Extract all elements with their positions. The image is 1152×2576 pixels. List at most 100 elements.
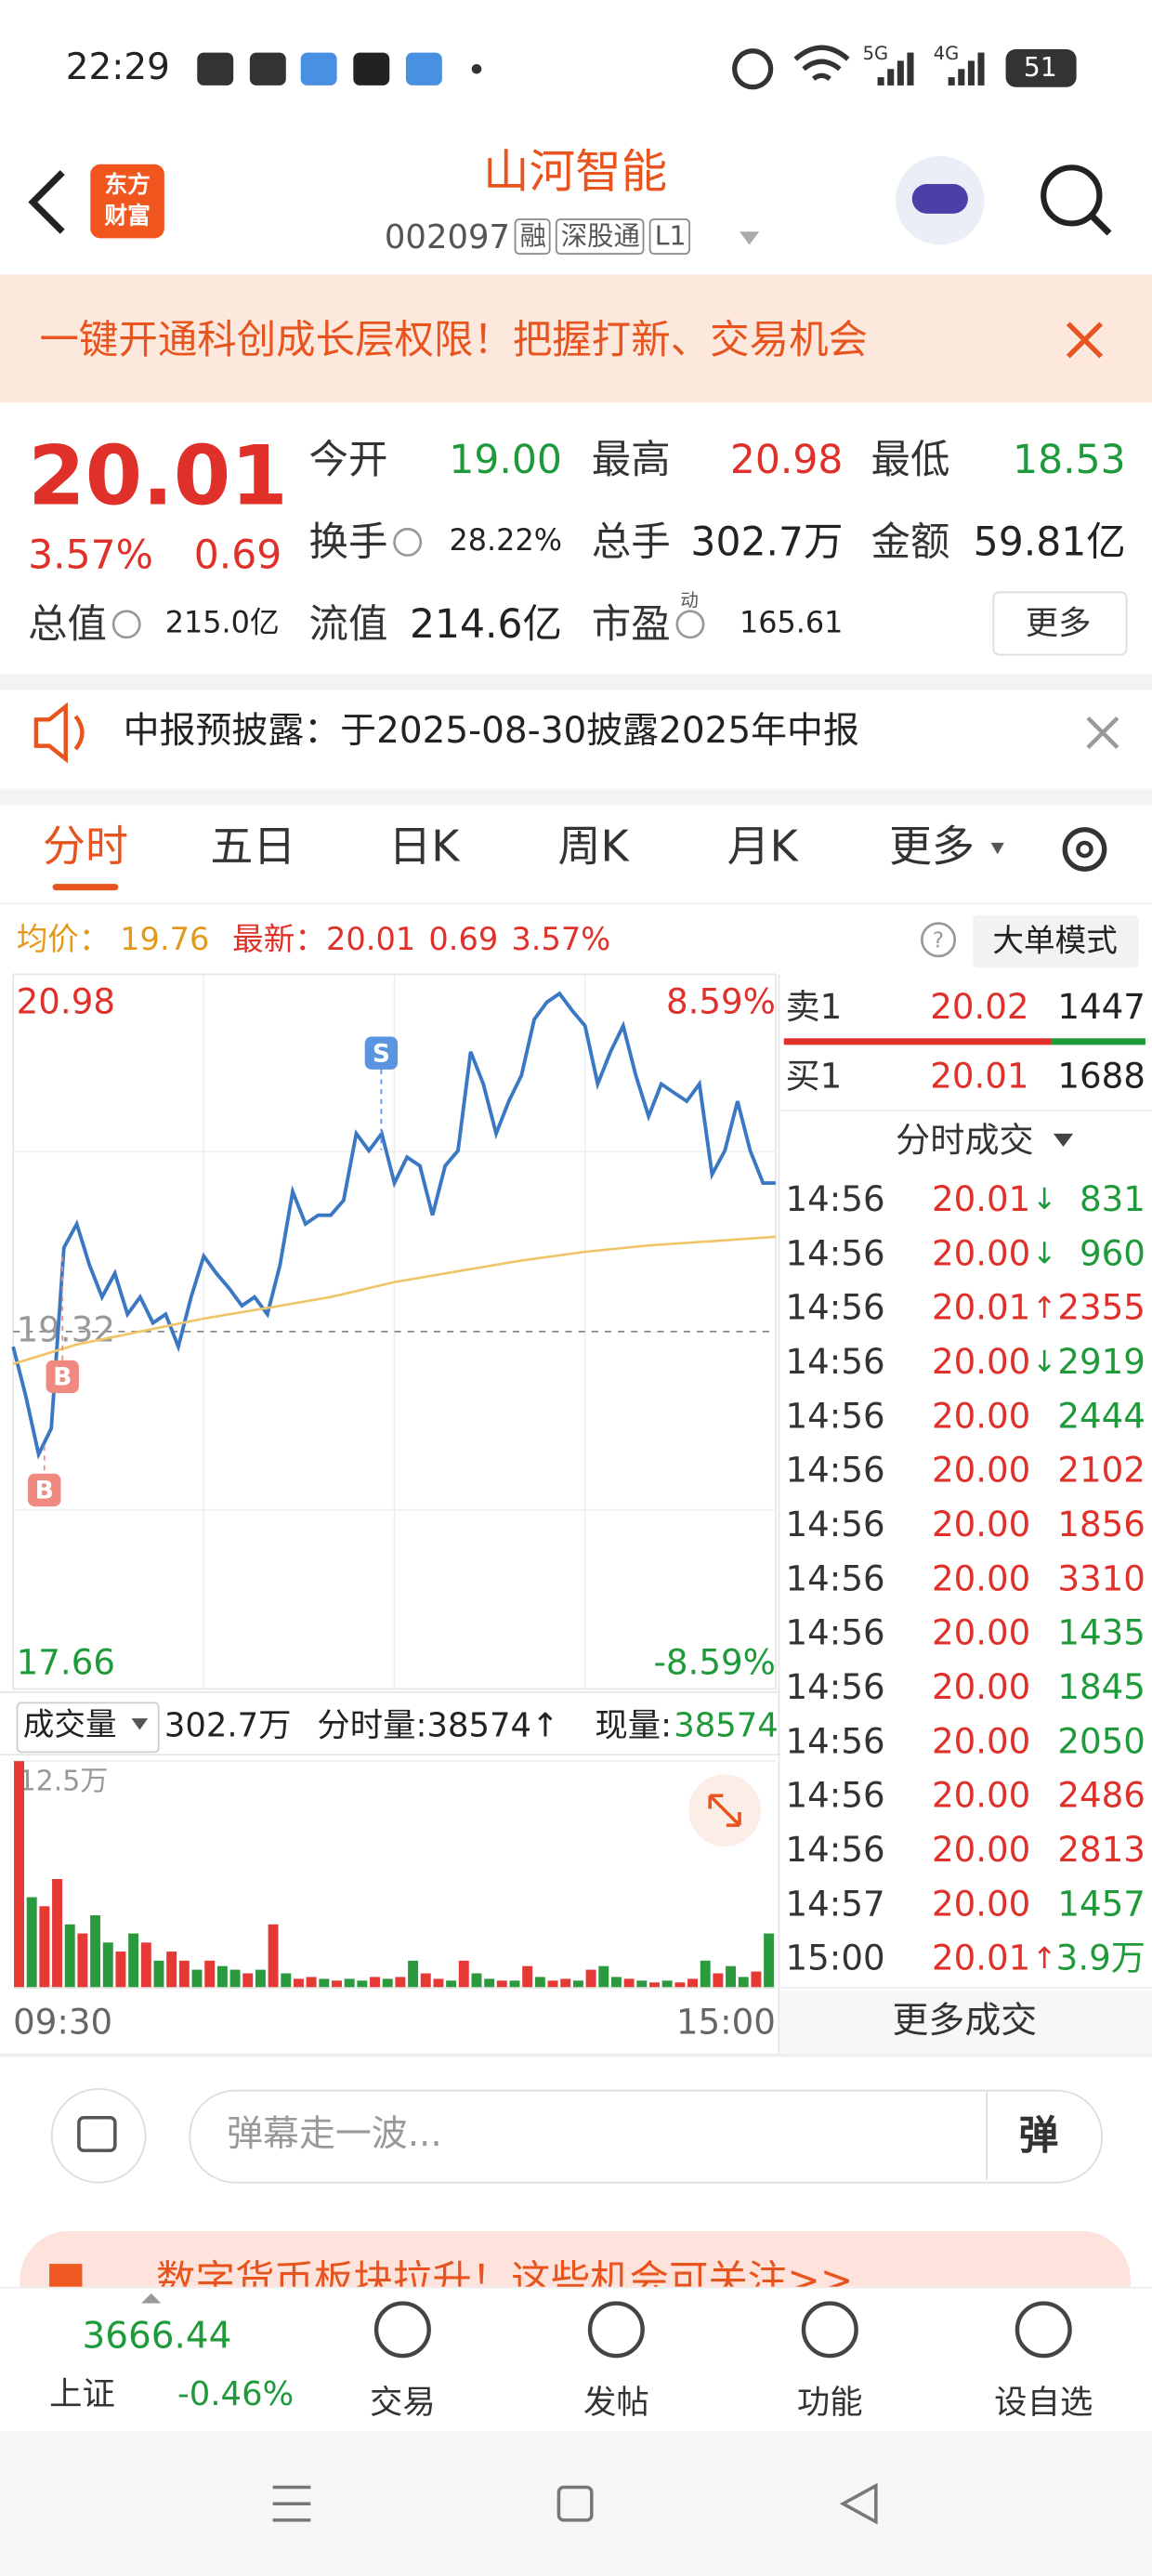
field-label: 最低	[871, 436, 950, 483]
trade-time: 14:56	[785, 1722, 885, 1762]
trade-price: 20.00	[931, 1234, 1031, 1274]
promo[interactable]: 数字货币板块拉升！这些机会可关注>>	[20, 2230, 1132, 2287]
back-nav-button[interactable]	[839, 2482, 878, 2525]
volume-bar	[26, 1897, 37, 1989]
volume-bar	[90, 1915, 101, 1989]
trades-title[interactable]: 分时成交	[896, 1121, 1034, 1161]
info-change-pct: 3.57%	[511, 921, 611, 958]
home-button[interactable]	[556, 2485, 594, 2522]
chart-tab[interactable]: 周K	[557, 823, 629, 874]
settings-icon[interactable]	[1062, 827, 1107, 872]
trade-time: 14:56	[785, 1234, 885, 1274]
volume-selector[interactable]	[16, 1702, 160, 1754]
nav-label[interactable]: 发帖	[583, 2382, 649, 2422]
nav-icon[interactable]	[373, 2301, 431, 2359]
notice-close[interactable]	[1086, 716, 1119, 749]
info-icon	[393, 527, 423, 557]
volume-bar	[509, 1980, 520, 1989]
volume-bar	[293, 1978, 304, 1989]
info-change: 0.69	[428, 921, 499, 958]
banner[interactable]	[0, 274, 1152, 403]
index-name: 上证	[49, 2373, 115, 2413]
chart-tab[interactable]: 更多	[888, 823, 975, 874]
settings-icon-hub	[1076, 840, 1093, 859]
nav-label[interactable]: 设自选	[994, 2382, 1093, 2422]
volume-bar	[153, 1960, 164, 1989]
menu-button[interactable]	[272, 2485, 311, 2522]
code-row: 002097 融深股通 L1	[385, 217, 691, 256]
chart-tab[interactable]: 日K	[388, 823, 460, 874]
nav-label[interactable]: 交易	[370, 2382, 436, 2422]
trade-volume: 1845	[1057, 1668, 1145, 1708]
more-label[interactable]: 更多	[1025, 602, 1092, 643]
trade-price: 20.01	[931, 1288, 1031, 1329]
volume-bar	[484, 1978, 495, 1989]
volume-bar	[140, 1942, 151, 1989]
back-button[interactable]	[28, 170, 65, 234]
banner-close[interactable]	[1066, 322, 1104, 359]
order-volume: 1447	[1057, 988, 1145, 1028]
logo-text: 财富	[104, 202, 151, 229]
separator	[0, 788, 1152, 806]
y-tick-label: 20.98	[17, 982, 115, 1022]
volume-label[interactable]: 成交量	[22, 1706, 117, 1742]
trade-time: 14:56	[785, 1613, 885, 1654]
y-tick-label: 17.66	[17, 1642, 115, 1682]
field-label: 换手	[308, 518, 388, 565]
volume-bar	[255, 1969, 266, 1989]
mode-button[interactable]	[973, 914, 1139, 968]
more-trades-label[interactable]: 更多成交	[892, 2000, 1038, 2043]
order-label: 买1	[785, 1057, 843, 1097]
divider	[986, 2091, 988, 2180]
chart-tab[interactable]: 月K	[727, 823, 798, 874]
mode-label[interactable]: 大单模式	[992, 922, 1118, 959]
trade-time: 15:00	[785, 1939, 885, 1979]
info-avg-label: 均价：	[16, 921, 111, 958]
index-value[interactable]: 3666.44	[82, 2316, 232, 2358]
x-tick-label: 15:00	[676, 2003, 776, 2043]
search-icon[interactable]	[1041, 164, 1103, 227]
help-mark: ?	[933, 928, 944, 953]
nav-icon[interactable]	[587, 2301, 645, 2359]
trade-price: 20.00	[931, 1831, 1031, 1871]
trade-arrow: ↑	[1031, 1941, 1057, 1978]
comment-placeholder[interactable]: 弹幕走一波...	[227, 2113, 442, 2156]
trade-marker	[364, 1036, 399, 1070]
comment-input[interactable]	[189, 2089, 1103, 2184]
trade-volume: 2486	[1057, 1776, 1145, 1817]
tab-indicator	[52, 884, 119, 891]
current-volume-label: 现量:	[595, 1705, 673, 1745]
volume-total: 302.7万	[164, 1705, 292, 1745]
trade-time: 14:56	[785, 1343, 885, 1383]
nav-icon[interactable]	[1015, 2301, 1072, 2359]
comment-icon[interactable]	[50, 2087, 147, 2184]
volume-bar	[191, 1969, 203, 1989]
trade-arrow: ↓	[1031, 1183, 1057, 1218]
nav-label[interactable]: 功能	[796, 2382, 863, 2422]
trade-volume: 3310	[1057, 1559, 1145, 1599]
trade-marker	[46, 1360, 79, 1394]
trade-price: 20.00	[931, 1776, 1031, 1817]
trade-time: 14:56	[785, 1451, 885, 1492]
volume-bar	[661, 1980, 673, 1989]
order-volume: 1688	[1057, 1057, 1145, 1097]
danmaku-button[interactable]: 弹	[1018, 2111, 1059, 2159]
volume-bar	[534, 1977, 545, 1989]
notice-icon	[33, 702, 85, 764]
more-trades[interactable]	[780, 1991, 1152, 2054]
info-latest: 20.01	[326, 921, 416, 958]
volume-bar	[623, 1978, 635, 1989]
trade-price: 20.00	[931, 1343, 1031, 1383]
field-label: 总值	[28, 600, 107, 647]
nav-icon[interactable]	[801, 2301, 858, 2359]
chart-tab[interactable]: 五日	[210, 823, 296, 874]
signal-bar	[907, 52, 914, 85]
logo-text: 东方	[104, 171, 151, 198]
status-icon	[300, 52, 337, 85]
status-icon	[405, 52, 442, 85]
volume-bar	[14, 1761, 24, 1989]
chart-tab[interactable]: 分时	[42, 823, 128, 874]
minute-volume: 分时量:38574↑	[317, 1705, 559, 1745]
more-button[interactable]	[992, 591, 1128, 656]
field-label: 最高	[591, 436, 671, 483]
